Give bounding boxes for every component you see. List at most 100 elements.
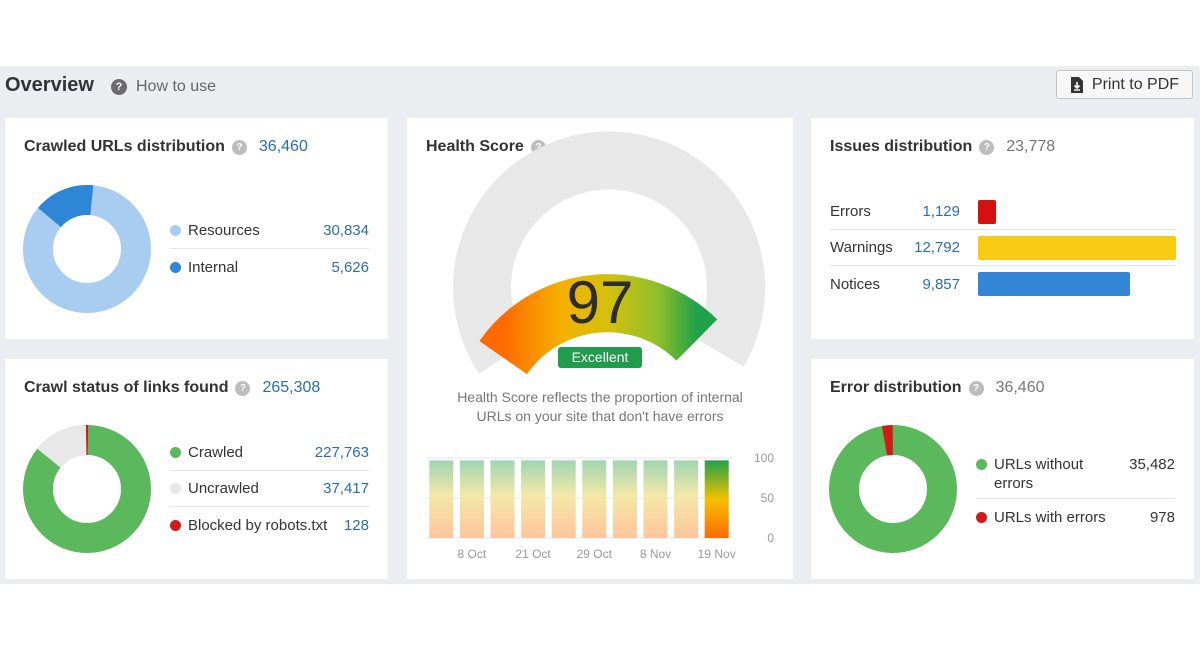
legend-row-crawled[interactable]: Crawled 227,763 xyxy=(170,435,369,471)
how-to-use-label: How to use xyxy=(136,78,217,95)
health-score-description-line: URLs on your site that don't have errors xyxy=(476,408,724,424)
legend-value[interactable]: 37,417 xyxy=(323,480,369,497)
how-to-use-link[interactable]: ? How to use xyxy=(111,78,216,96)
health-score-rating-badge: Excellent xyxy=(558,347,642,368)
legend-row-internal[interactable]: Internal 5,626 xyxy=(170,249,369,285)
crawl-status-title: Crawl status of links found xyxy=(24,379,229,396)
donut-slice-uncrawled xyxy=(23,425,151,553)
issue-value[interactable]: 1,129 xyxy=(922,203,960,220)
legend-value[interactable]: 30,834 xyxy=(323,222,369,239)
issues-distribution-title: Issues distribution xyxy=(830,138,973,155)
legend-row-with-errors[interactable]: URLs with errors 978 xyxy=(976,499,1175,535)
crawled-urls-header: Crawled URLs distribution ? 36,460 xyxy=(24,138,308,156)
legend-label: URLs with errors xyxy=(994,508,1106,526)
history-bar[interactable] xyxy=(674,460,699,538)
x-tick-label: 21 Oct xyxy=(515,547,551,561)
print-to-pdf-label: Print to PDF xyxy=(1091,75,1180,93)
issue-value[interactable]: 12,792 xyxy=(914,239,960,256)
history-bar[interactable] xyxy=(612,460,637,538)
y-tick-label: 50 xyxy=(761,491,775,505)
donut-slice-internal xyxy=(23,185,151,313)
legend-value[interactable]: 128 xyxy=(343,516,369,534)
gauge-fill xyxy=(479,274,718,375)
legend-dot xyxy=(976,459,987,470)
crawl-status-legend: Crawled 227,763 Uncrawled 37,417 Blocked… xyxy=(170,435,369,543)
history-bar[interactable] xyxy=(582,460,607,538)
legend-value: 35,482 xyxy=(1129,456,1175,473)
history-bar[interactable] xyxy=(429,460,454,538)
legend-row-blocked[interactable]: Blocked by robots.txt 128 xyxy=(170,507,369,543)
x-tick-label: 19 Nov xyxy=(698,547,736,561)
history-bar[interactable] xyxy=(643,460,668,538)
issues-distribution-card: Issues distribution ? 23,778 Errors 1,12… xyxy=(811,118,1194,339)
history-bar[interactable] xyxy=(704,460,729,538)
download-file-icon xyxy=(1070,76,1083,93)
gauge-track xyxy=(453,131,766,374)
legend-dot xyxy=(170,447,181,458)
legend-row-without-errors[interactable]: URLs without errors 35,482 xyxy=(976,451,1175,499)
health-score-card: Health Score ? 97 Excellent Health Score… xyxy=(407,118,793,579)
issue-bar-warnings[interactable] xyxy=(978,235,1176,260)
page-title: Overview xyxy=(5,74,94,96)
error-distribution-card: Error distribution ? 36,460 URLs without… xyxy=(811,359,1194,579)
issues-list: Errors 1,129 Warnings 12,792 Notices 9,8… xyxy=(830,194,1176,302)
crawled-urls-donut xyxy=(23,185,151,313)
legend-label: URLs without errors xyxy=(994,455,1129,493)
crawled-urls-card: Crawled URLs distribution ? 36,460 Resou… xyxy=(5,118,388,339)
issue-row-notices[interactable]: Notices 9,857 xyxy=(830,266,1176,302)
y-tick-label: 100 xyxy=(754,452,774,465)
history-bar[interactable] xyxy=(551,460,576,538)
y-tick-label: 0 xyxy=(767,531,774,545)
legend-dot xyxy=(976,511,987,523)
crawled-urls-total[interactable]: 36,460 xyxy=(258,138,308,155)
info-icon[interactable]: ? xyxy=(979,139,995,155)
x-tick-label: 29 Oct xyxy=(577,547,613,561)
issue-bar-notices[interactable] xyxy=(978,272,1131,296)
legend-label: Resources xyxy=(188,222,260,239)
issue-bar-track xyxy=(978,235,1176,260)
legend-label: Internal xyxy=(188,258,239,276)
crawl-status-total[interactable]: 265,308 xyxy=(262,379,321,396)
issue-value[interactable]: 9,857 xyxy=(922,275,960,293)
health-score-gauge xyxy=(453,131,766,375)
legend-label: Crawled xyxy=(188,444,244,461)
info-icon[interactable]: ? xyxy=(231,139,247,155)
legend-dot xyxy=(170,261,181,273)
health-score-title: Health Score xyxy=(426,138,524,155)
history-bar[interactable] xyxy=(459,460,484,538)
info-icon[interactable]: ? xyxy=(968,380,984,396)
legend-label: Blocked by robots.txt xyxy=(188,516,328,534)
legend-label-line: URLs without xyxy=(994,456,1084,473)
x-tick-label: 8 Oct xyxy=(458,547,487,561)
health-score-description: Health Score reflects the proportion of … xyxy=(427,388,773,426)
legend-value: 978 xyxy=(1149,508,1175,526)
legend-dot xyxy=(170,519,181,531)
issue-label: Warnings xyxy=(830,239,893,256)
x-tick-label: 8 Nov xyxy=(640,547,671,561)
crawled-urls-title: Crawled URLs distribution xyxy=(24,138,225,155)
error-distribution-title: Error distribution xyxy=(830,379,962,396)
issue-bar-errors[interactable] xyxy=(978,199,996,224)
legend-dot xyxy=(170,225,181,236)
legend-label: Uncrawled xyxy=(188,480,259,497)
legend-value[interactable]: 227,763 xyxy=(314,444,369,461)
legend-row-resources[interactable]: Resources 30,834 xyxy=(170,213,369,249)
issue-label: Notices xyxy=(830,275,881,293)
issue-row-errors[interactable]: Errors 1,129 xyxy=(830,194,1176,230)
help-icon: ? xyxy=(111,79,127,95)
legend-row-uncrawled[interactable]: Uncrawled 37,417 xyxy=(170,471,369,507)
print-to-pdf-button[interactable]: Print to PDF xyxy=(1056,70,1193,99)
info-icon[interactable]: ? xyxy=(235,380,251,396)
legend-value[interactable]: 5,626 xyxy=(331,258,369,276)
crawl-status-card: Crawl status of links found ? 265,308 Cr… xyxy=(5,359,388,579)
issues-distribution-header: Issues distribution ? 23,778 xyxy=(830,138,1055,156)
history-bar[interactable] xyxy=(490,460,515,538)
legend-dot xyxy=(170,483,181,494)
issue-row-warnings[interactable]: Warnings 12,792 xyxy=(830,230,1176,266)
error-distribution-total: 36,460 xyxy=(995,379,1045,396)
crawl-status-donut xyxy=(23,425,151,553)
issue-bar-track xyxy=(978,272,1176,296)
history-bar[interactable] xyxy=(521,460,546,538)
issue-label: Errors xyxy=(830,203,871,220)
issues-distribution-total: 23,778 xyxy=(1006,138,1056,155)
